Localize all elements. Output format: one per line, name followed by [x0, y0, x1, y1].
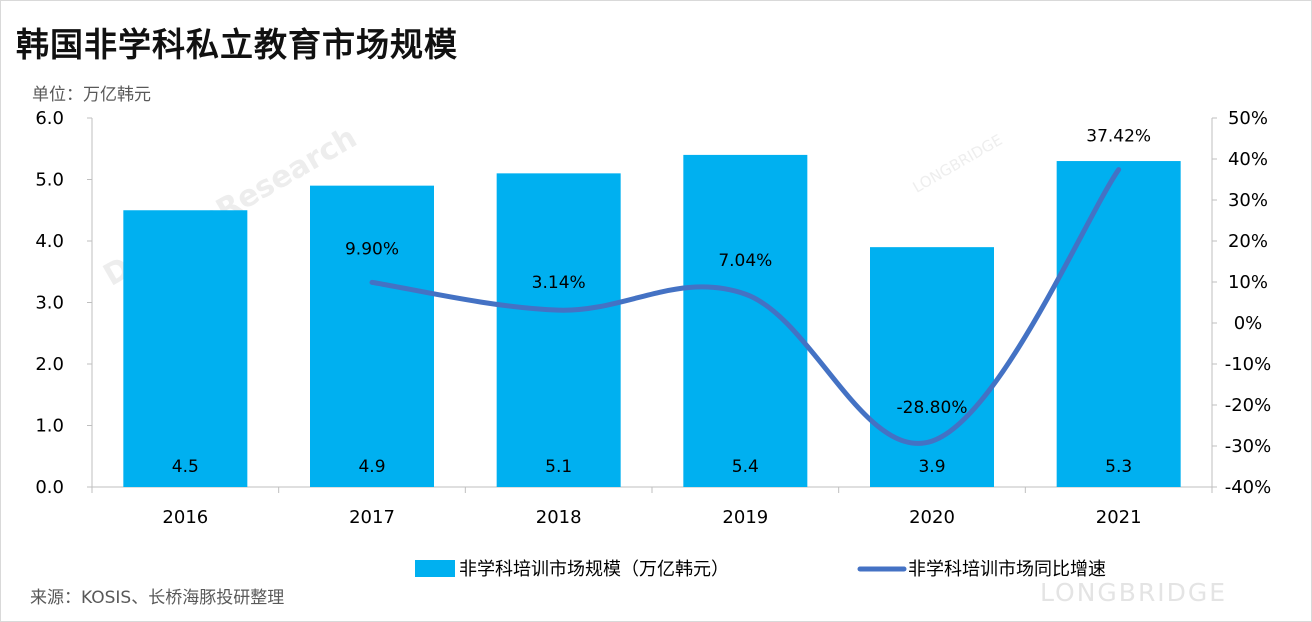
axes: 0.0 1.0 2.0 3.0 4.0 5.0 6.0 -40% -30% -20% -10% 0% 1…: [35, 108, 1271, 528]
y-left-tick-label: 0.0: [35, 477, 64, 498]
bar: [683, 154, 808, 487]
bar-value-label: 4.9: [358, 457, 385, 477]
y-right-tick-label: 30%: [1228, 190, 1268, 211]
y-right-tick-label: 0%: [1234, 313, 1263, 334]
bar-series: [123, 154, 1181, 488]
bar-value-label: 4.5: [172, 457, 199, 477]
x-tick-label: 2017: [349, 507, 395, 528]
y-right-tick-label: -20%: [1225, 395, 1272, 416]
legend: 非学科培训市场规模（万亿韩元） 非学科培训市场同比增速: [415, 559, 1106, 580]
watermark: LONGBRIDGE: [910, 131, 1006, 197]
bar-value-label: 5.3: [1105, 457, 1132, 477]
x-tick-label: 2018: [536, 507, 582, 528]
bar: [496, 173, 621, 487]
line-value-label: 3.14%: [532, 273, 586, 293]
line-labels: 9.90% 3.14% 7.04% -28.80% 37.42%: [345, 127, 1151, 419]
chart-title: 韩国非学科私立教育市场规模: [16, 25, 458, 64]
bar: [310, 185, 434, 487]
y-right-tick-label: -10%: [1225, 354, 1272, 375]
bar-value-label: 5.4: [732, 457, 759, 477]
y-left-tick-label: 3.0: [35, 293, 64, 314]
unit-label: 单位：万亿韩元: [32, 85, 151, 105]
line-value-label: -28.80%: [897, 398, 968, 418]
legend-label-bar: 非学科培训市场规模（万亿韩元）: [459, 559, 729, 580]
line-value-label: 37.42%: [1086, 127, 1151, 147]
x-tick-label: 2021: [1096, 507, 1142, 528]
growth-line: [369, 167, 1122, 446]
bar-labels: 4.5 4.9 5.1 5.4 3.9 5.3: [172, 457, 1132, 477]
y-right-tick-label: -30%: [1225, 436, 1272, 457]
source-note: 来源：KOSIS、长桥海豚投研整理: [30, 588, 285, 608]
line-value-label: 9.90%: [345, 239, 399, 259]
y-right-tick-label: 40%: [1228, 149, 1268, 170]
y-right-tick-label: 50%: [1228, 108, 1268, 129]
y-left-tick-label: 1.0: [35, 416, 64, 437]
bar-value-label: 3.9: [918, 457, 945, 477]
bar: [123, 210, 248, 487]
y-left-tick-label: 5.0: [35, 170, 64, 191]
y-right-tick-label: 10%: [1228, 272, 1268, 293]
bar: [1056, 161, 1181, 488]
bar: [870, 247, 994, 487]
line-value-label: 7.04%: [718, 251, 772, 271]
legend-swatch-bar: [415, 560, 455, 577]
y-right-tick-label: 20%: [1228, 231, 1268, 252]
watermark-small-text: LONGBRIDGE: [910, 131, 1006, 197]
y-left-tick-label: 4.0: [35, 231, 64, 252]
legend-label-line: 非学科培训市场同比增速: [908, 559, 1106, 580]
y-left-tick-label: 6.0: [35, 108, 64, 129]
y-left-tick-label: 2.0: [35, 354, 64, 375]
y-right-tick-label: -40%: [1225, 477, 1272, 498]
brand-watermark: LONGBRIDGE: [1040, 578, 1228, 607]
x-tick-label: 2020: [909, 507, 955, 528]
bar-value-label: 5.1: [545, 457, 572, 477]
x-tick-label: 2016: [162, 507, 208, 528]
x-tick-label: 2019: [722, 507, 768, 528]
line-series: [369, 167, 1122, 446]
